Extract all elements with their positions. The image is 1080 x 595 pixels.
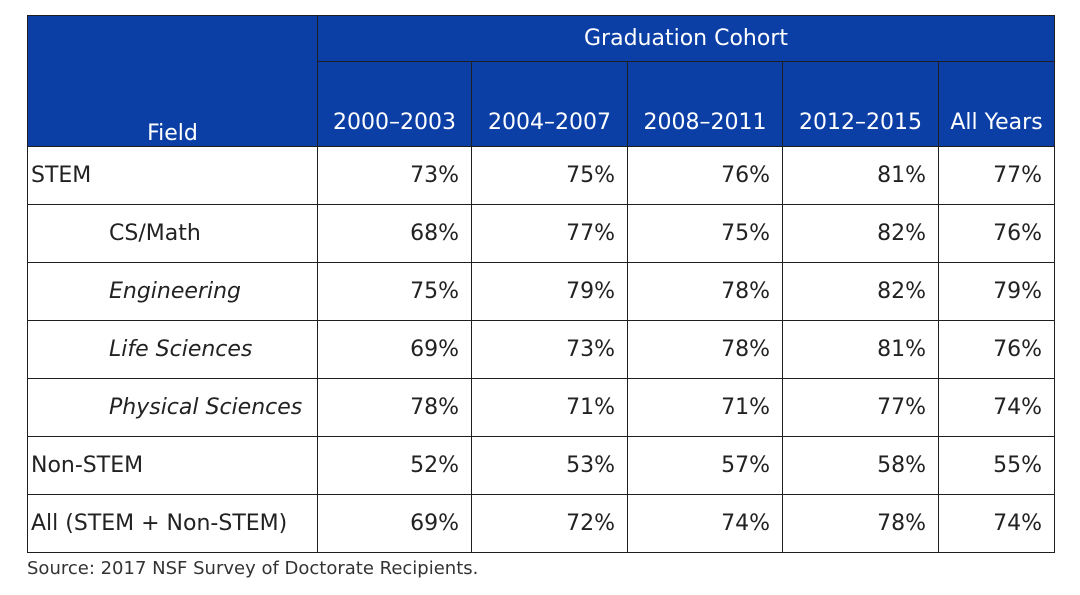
table-cell: 76% xyxy=(938,204,1055,263)
year-header-2008-2011: 2008–2011 xyxy=(627,61,783,147)
table-cell: 81% xyxy=(782,146,939,205)
table-header-row-cohort: Field Graduation Cohort xyxy=(27,15,1055,147)
table-cell: 73% xyxy=(317,146,472,205)
table-cell: 77% xyxy=(471,204,628,263)
table-row-stem: STEM 73% 75% 76% 81% 77% xyxy=(27,146,1055,205)
year-header-2004-2007: 2004–2007 xyxy=(471,61,628,147)
table-cell: 78% xyxy=(627,262,783,321)
row-label-engineering: Engineering xyxy=(27,262,318,321)
year-header-2012-2015: 2012–2015 xyxy=(782,61,939,147)
table-cell: 74% xyxy=(938,378,1055,437)
table-cell: 79% xyxy=(471,262,628,321)
table-cell: 55% xyxy=(938,436,1055,495)
table-row-physical-sciences: Physical Sciences 78% 71% 71% 77% 74% xyxy=(27,378,1055,437)
table-cell: 72% xyxy=(471,494,628,553)
table-cell: 53% xyxy=(471,436,628,495)
source-note: Source: 2017 NSF Survey of Doctorate Rec… xyxy=(27,558,479,579)
row-label-cs-math: CS/Math xyxy=(27,204,318,263)
table-row-cs-math: CS/Math 68% 77% 75% 82% 76% xyxy=(27,204,1055,263)
table-cell: 82% xyxy=(782,204,939,263)
table-cell: 75% xyxy=(471,146,628,205)
table-cell: 77% xyxy=(938,146,1055,205)
row-label-life-sciences: Life Sciences xyxy=(27,320,318,379)
table-cell: 75% xyxy=(317,262,472,321)
table-row-engineering: Engineering 75% 79% 78% 82% 79% xyxy=(27,262,1055,321)
year-header-2000-2003: 2000–2003 xyxy=(317,61,472,147)
table-cell: 57% xyxy=(627,436,783,495)
table-cell: 74% xyxy=(627,494,783,553)
table-cell: 78% xyxy=(627,320,783,379)
row-label-non-stem: Non-STEM xyxy=(27,436,318,495)
table-header-row-years: 2000–2003 2004–2007 2008–2011 2012–2015 … xyxy=(28,61,1055,147)
table-cell: 81% xyxy=(782,320,939,379)
table-cell: 58% xyxy=(782,436,939,495)
table-cell: 71% xyxy=(627,378,783,437)
table-row-all: All (STEM + Non-STEM) 69% 72% 74% 78% 74… xyxy=(27,494,1055,553)
row-label-physical-sciences: Physical Sciences xyxy=(27,378,318,437)
table-cell: 78% xyxy=(782,494,939,553)
table-cell: 76% xyxy=(938,320,1055,379)
table-cell: 79% xyxy=(938,262,1055,321)
table-cell: 78% xyxy=(317,378,472,437)
table-row-life-sciences: Life Sciences 69% 73% 78% 81% 76% xyxy=(27,320,1055,379)
row-label-all: All (STEM + Non-STEM) xyxy=(27,494,318,553)
table-cell: 77% xyxy=(782,378,939,437)
table-cell: 69% xyxy=(317,320,472,379)
table-cell: 82% xyxy=(782,262,939,321)
table-row-non-stem: Non-STEM 52% 53% 57% 58% 55% xyxy=(27,436,1055,495)
table-cell: 74% xyxy=(938,494,1055,553)
table-cell: 76% xyxy=(627,146,783,205)
graduation-cohort-header: Graduation Cohort xyxy=(317,15,1055,62)
table-cell: 75% xyxy=(627,204,783,263)
field-column-header: Field xyxy=(27,15,318,147)
table-cell: 71% xyxy=(471,378,628,437)
retention-table: Field Graduation Cohort 2000–2003 2004–2… xyxy=(27,15,1055,553)
table-cell: 69% xyxy=(317,494,472,553)
table-cell: 73% xyxy=(471,320,628,379)
table-cell: 52% xyxy=(317,436,472,495)
row-label-stem: STEM xyxy=(27,146,318,205)
year-header-all-years: All Years xyxy=(938,61,1055,147)
table-cell: 68% xyxy=(317,204,472,263)
